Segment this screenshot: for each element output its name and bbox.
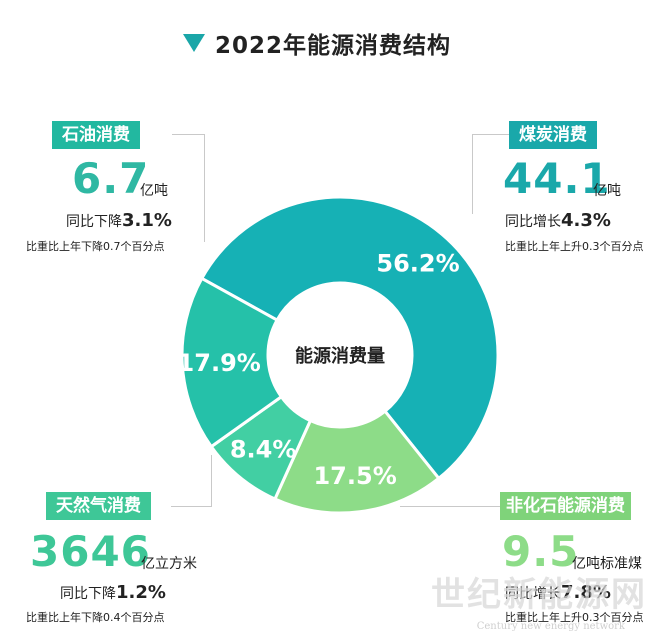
oil-yoy-pct: 3.1% [122, 210, 172, 231]
donut-hole [268, 283, 412, 427]
chart-title: 2022年能源消费结构 [215, 33, 452, 59]
slice-gas-label: 8.4% [230, 435, 297, 463]
nonfossil-yoy-prefix: 同比增长 [505, 586, 561, 602]
leader-line-coal [472, 134, 510, 135]
nonfossil-badge: 非化石能源消费 [500, 492, 631, 520]
gas-yoy: 同比下降1.2% [60, 582, 166, 603]
gas-unit: 亿立方米 [141, 556, 197, 572]
oil-yoy-prefix: 同比下降 [66, 214, 122, 230]
gas-yoy-prefix: 同比下降 [60, 586, 116, 602]
triangle-icon [183, 34, 205, 52]
coal-badge: 煤炭消费 [509, 121, 597, 149]
watermark-logo: 世纪新能源网 [431, 575, 647, 615]
chart-title-wrap: 2022年能源消费结构 [183, 26, 451, 60]
coal-yoy-pct: 4.3% [561, 210, 611, 231]
gas-yoy-pct: 1.2% [116, 582, 166, 603]
coal-yoy-prefix: 同比增长 [505, 214, 561, 230]
leader-line-nonfossil [400, 506, 508, 507]
gas-value: 3646 [30, 527, 151, 576]
leader-line-coal-v [472, 134, 473, 214]
leader-line-oil-v [204, 134, 205, 242]
oil-yoy: 同比下降3.1% [66, 210, 172, 231]
oil-unit: 亿吨 [140, 183, 168, 199]
nonfossil-note: 比重比上年上升0.3个百分点 [505, 611, 644, 624]
gas-badge: 天然气消费 [46, 492, 151, 520]
nonfossil-yoy: 同比增长7.8% [505, 582, 611, 603]
slice-nonfossil-label: 17.5% [313, 462, 396, 490]
gas-note: 比重比上年下降0.4个百分点 [26, 611, 165, 624]
slice-oil-label: 17.9% [178, 349, 261, 377]
oil-note: 比重比上年下降0.7个百分点 [26, 240, 165, 253]
coal-note: 比重比上年上升0.3个百分点 [505, 240, 644, 253]
leader-line-gas [171, 506, 211, 507]
center-label: 能源消费量 [295, 345, 385, 367]
nonfossil-yoy-pct: 7.8% [561, 582, 611, 603]
slice-coal-label: 56.2% [376, 250, 459, 278]
coal-value: 44.1 [503, 154, 611, 203]
oil-badge: 石油消费 [52, 121, 140, 149]
coal-unit: 亿吨 [593, 183, 621, 199]
oil-value: 6.7 [72, 154, 150, 203]
nonfossil-value: 9.5 [502, 527, 580, 576]
watermark-subtitle: Century new energy network [476, 621, 625, 632]
coal-yoy: 同比增长4.3% [505, 210, 611, 231]
leader-line-gas-v [211, 455, 212, 507]
leader-line-oil [172, 134, 204, 135]
nonfossil-unit: 亿吨标准煤 [572, 556, 642, 572]
